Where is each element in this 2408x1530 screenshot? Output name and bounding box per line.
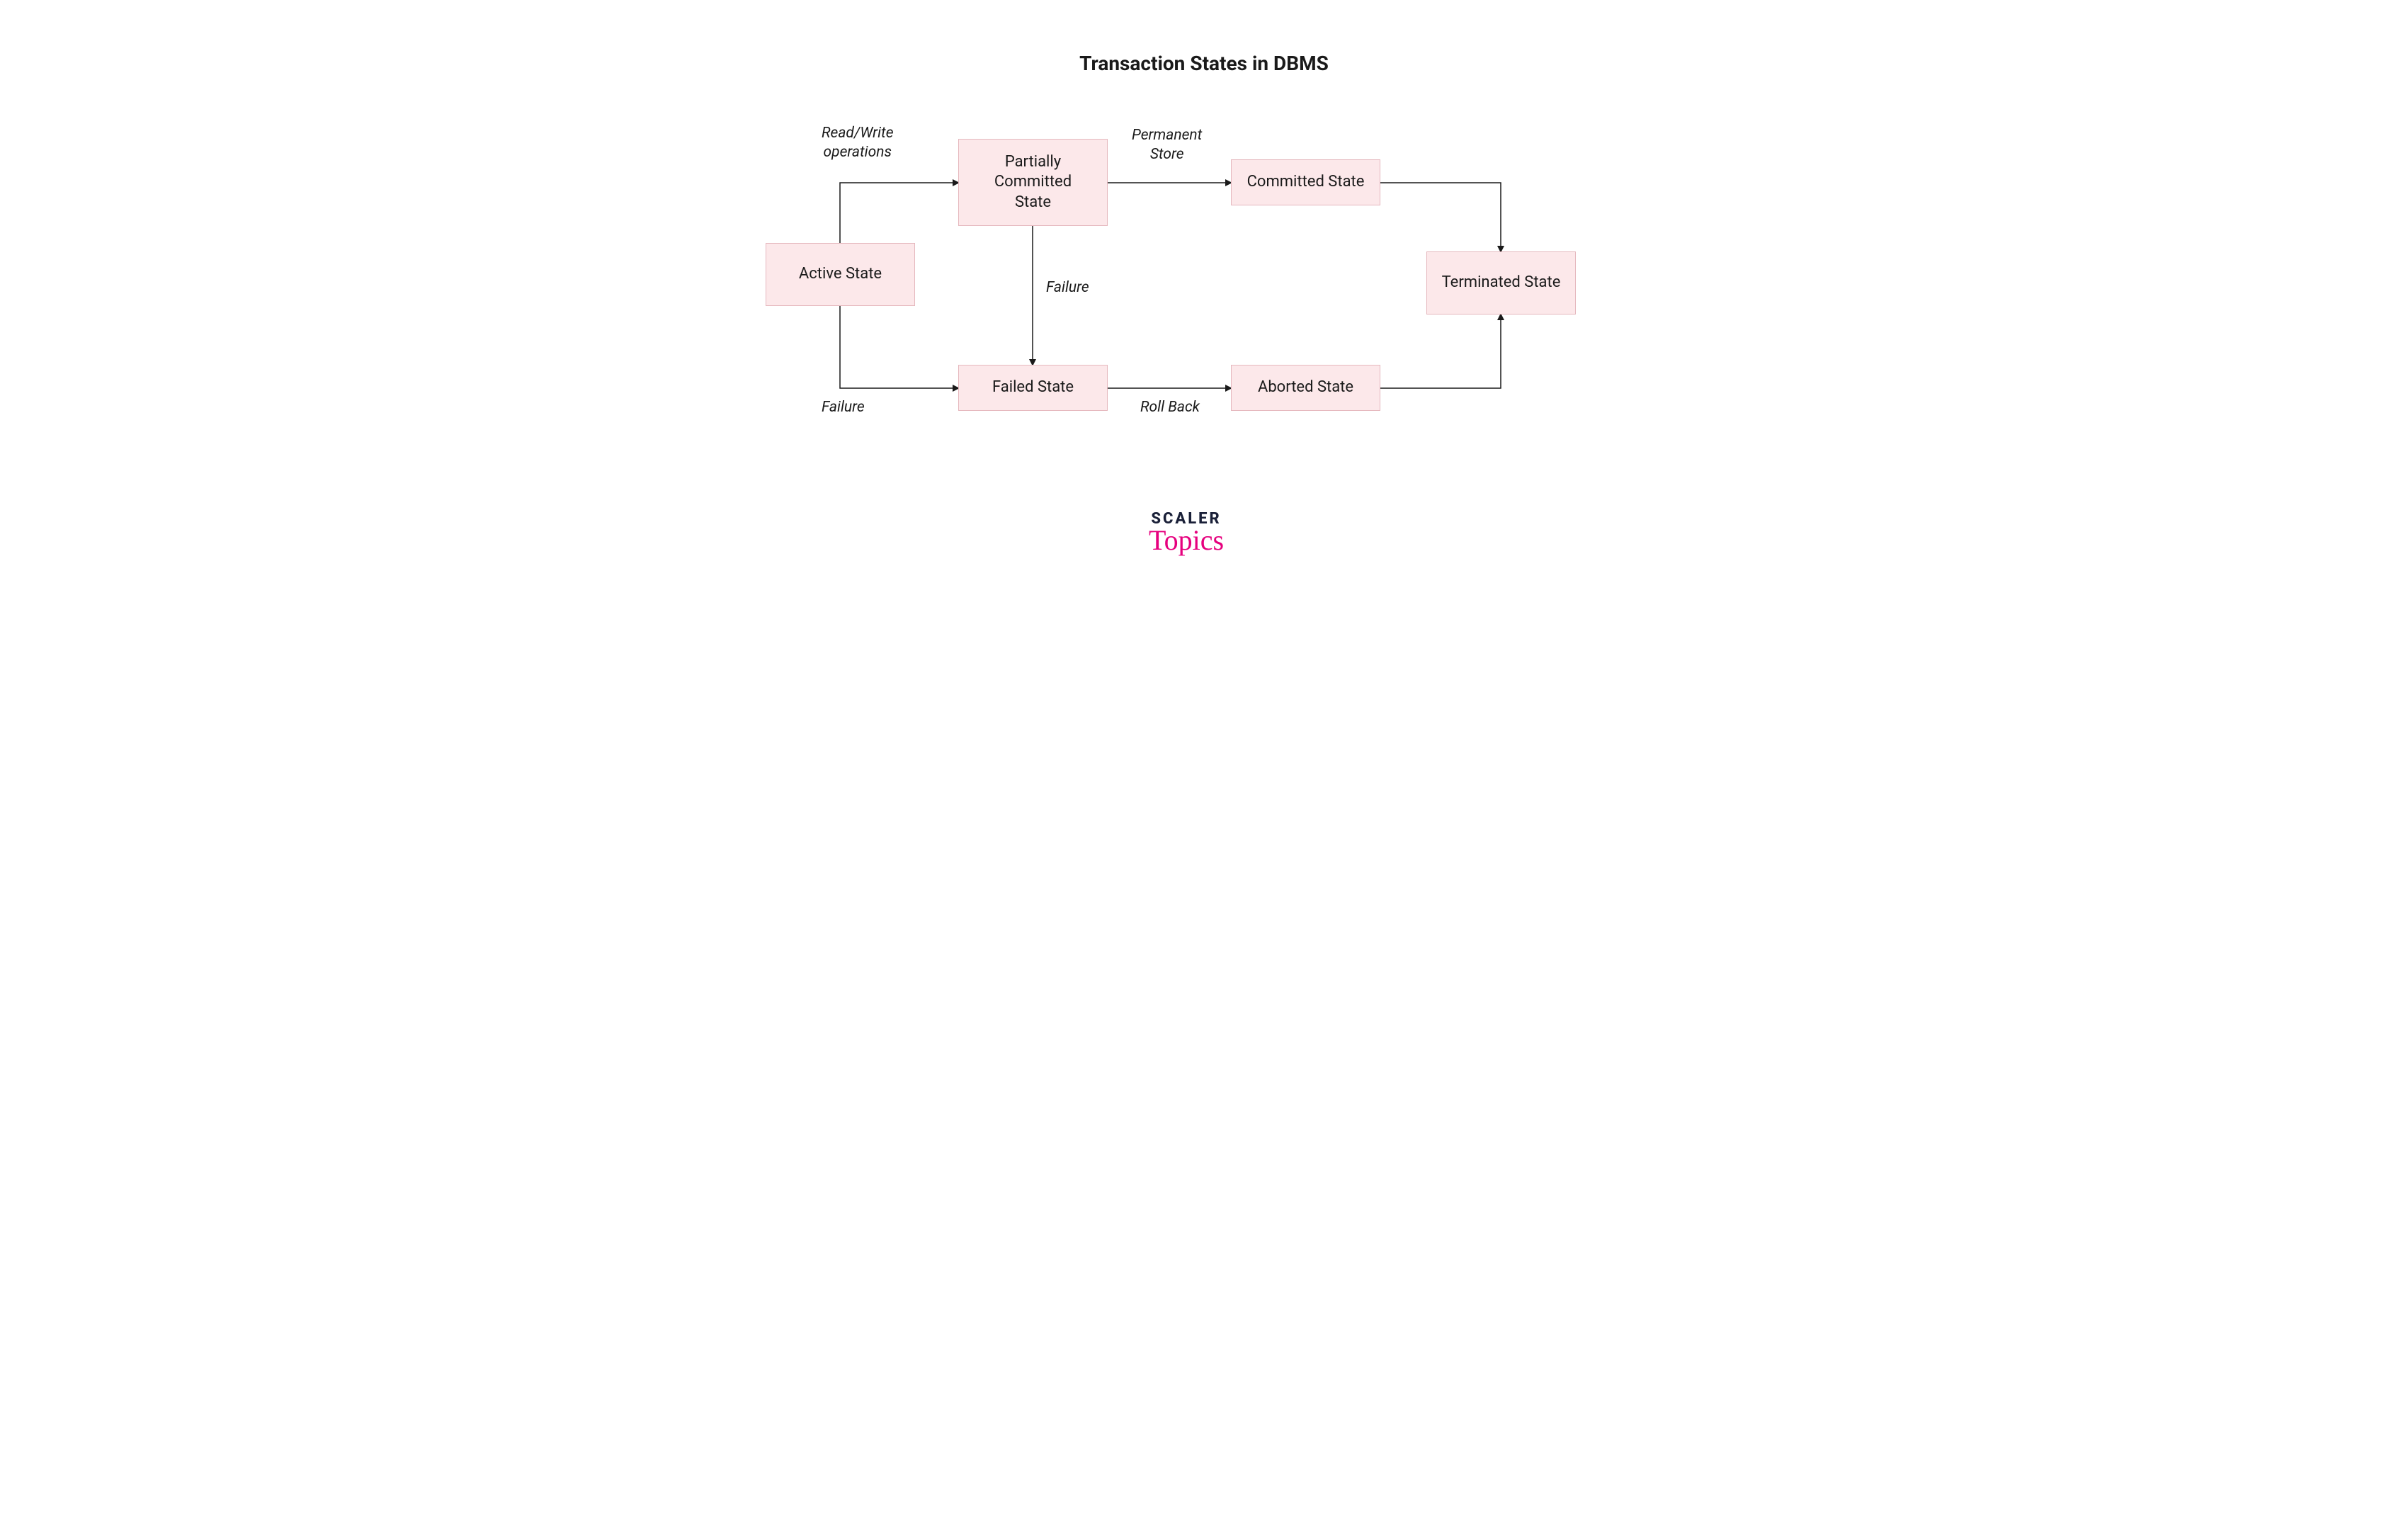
- edge-active-partial: [840, 183, 958, 243]
- diagram-canvas: Transaction States in DBMS Active State …: [681, 0, 1727, 664]
- node-aborted: Aborted State: [1231, 365, 1380, 411]
- edge-label-partial-committed: PermanentStore: [1132, 126, 1202, 165]
- edge-label-partial-failed: Failure: [1046, 278, 1089, 298]
- brand-logo: SCALER Topics: [1149, 510, 1224, 557]
- node-active: Active State: [766, 243, 915, 306]
- edges-layer: [681, 0, 1727, 664]
- node-partial: PartiallyCommittedState: [958, 139, 1108, 226]
- node-terminated: Terminated State: [1426, 251, 1576, 314]
- edge-label-active-failed: Failure: [822, 398, 865, 417]
- edge-active-failed: [840, 306, 958, 388]
- node-failed: Failed State: [958, 365, 1108, 411]
- node-committed: Committed State: [1231, 159, 1380, 205]
- edge-committed-terminated: [1380, 183, 1501, 251]
- diagram-title: Transaction States in DBMS: [681, 52, 1727, 75]
- edge-aborted-terminated: [1380, 314, 1501, 388]
- edge-label-active-partial: Read/Writeoperations: [822, 124, 894, 163]
- brand-logo-bottom: Topics: [1149, 523, 1224, 557]
- edge-label-failed-aborted: Roll Back: [1140, 398, 1200, 417]
- edge-paths: [840, 183, 1501, 388]
